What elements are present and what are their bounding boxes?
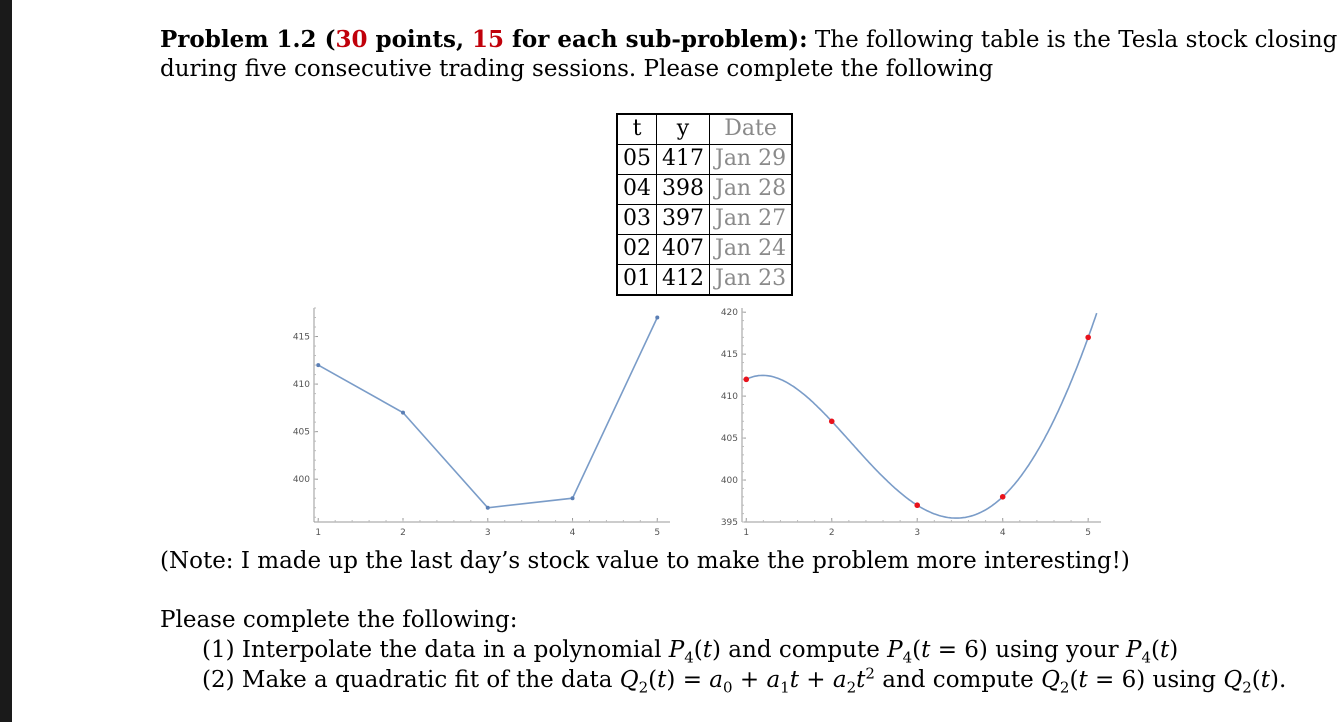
cell-date: Jan 23 (709, 264, 793, 296)
chart2-y-tick-label: 415 (721, 350, 738, 360)
cell-y: 417 (656, 144, 710, 175)
chart2-data-point (828, 418, 835, 425)
problem-heading: Problem 1.2 (30 points, 15 for each sub-… (160, 26, 1337, 53)
chart2-y-tick-label: 420 (721, 308, 738, 318)
cell-y: 398 (656, 174, 710, 205)
chart1-x-tick-label: 5 (654, 528, 660, 538)
chart1-series-line (317, 317, 659, 509)
table-row: 04 398 Jan 28 (616, 174, 793, 205)
cell-date: Jan 28 (709, 174, 793, 205)
chart1-data-point (316, 363, 321, 368)
chart1-data-point (485, 505, 490, 510)
chart2-x-tick-label: 4 (1000, 528, 1006, 538)
chart2-data-point (1085, 334, 1091, 341)
chart2-y-tick-label: 405 (721, 434, 738, 444)
chart1-y-tick-label: 400 (293, 475, 310, 485)
cell-t: 03 (616, 204, 657, 235)
chart1-y-tick-label: 405 (293, 428, 310, 438)
cell-t: 01 (616, 264, 657, 296)
header-y: y (656, 113, 710, 145)
chart2-x-tick-label: 5 (1085, 528, 1091, 538)
cell-t: 05 (616, 144, 657, 175)
table-row: 01 412 Jan 23 (616, 264, 793, 296)
note-text: (Note: I made up the last day’s stock va… (160, 548, 1130, 574)
chart1-data-point (570, 496, 575, 501)
each-points-value: 15 (471, 26, 504, 53)
instruction-item-2: (2) Make a quadratic fit of the data Q2(… (202, 664, 1287, 697)
chart2-curve (745, 312, 1098, 519)
points-value: 30 (335, 26, 368, 53)
problem-heading-line2: during five consecutive trading sessions… (160, 56, 994, 82)
chart1-y-tick-label: 415 (293, 333, 310, 343)
chart1-x-tick-label: 3 (485, 528, 491, 538)
cell-date: Jan 24 (709, 234, 793, 265)
table-row: 03 397 Jan 27 (616, 204, 793, 235)
chart2-y-tick-label: 410 (721, 392, 738, 402)
cell-date: Jan 29 (709, 144, 793, 175)
chart1-data-point (401, 410, 405, 415)
chart1-x-tick-label: 4 (570, 528, 576, 538)
chart1-x-tick-label: 1 (315, 528, 321, 538)
table-row: 05 417 Jan 29 (616, 144, 793, 175)
cell-y: 407 (656, 234, 710, 265)
chart1-data-point (655, 315, 660, 320)
table-header-row: t y Date (616, 113, 793, 145)
chart1-y-tick-label: 410 (293, 380, 310, 390)
instruction-item-1: (1) Interpolate the data in a polynomial… (202, 637, 1179, 667)
chart2-data-point (999, 494, 1006, 500)
chart2-x-tick-label: 3 (914, 528, 920, 538)
stock-table: t y Date 05 417 Jan 29 04 398 Jan 28 03 … (616, 113, 794, 296)
cell-y: 412 (656, 264, 710, 296)
chart2-y-tick-label: 400 (721, 476, 738, 486)
instructions-intro: Please complete the following: (160, 607, 518, 633)
left-edge-bar (0, 0, 12, 722)
chart2-data-point (743, 376, 750, 383)
chart2-x-tick-label: 1 (743, 528, 749, 538)
chart2-data-point (914, 502, 921, 509)
table-row: 02 407 Jan 24 (616, 234, 793, 265)
cell-y: 397 (656, 204, 710, 235)
chart1-x-tick-label: 2 (400, 528, 406, 538)
chart2-x-tick-label: 2 (829, 528, 835, 538)
header-date: Date (709, 113, 793, 145)
cell-t: 02 (616, 234, 657, 265)
chart2-y-tick-label: 395 (721, 518, 738, 528)
